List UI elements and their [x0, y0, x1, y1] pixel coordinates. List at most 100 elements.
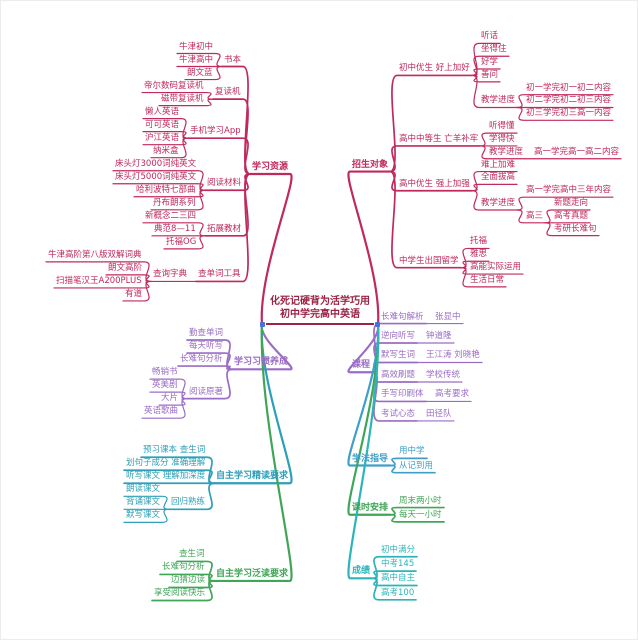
mindmap-node[interactable]: 考试心态 [381, 408, 416, 419]
mindmap-node[interactable]: 教学进度 [489, 146, 524, 157]
mindmap-node[interactable]: 高中自主 [381, 573, 416, 584]
mindmap-node[interactable]: 教学进度 [481, 95, 516, 106]
mindmap-node[interactable]: 英美剧 [152, 380, 178, 391]
mindmap-node[interactable]: 田径队 [426, 408, 452, 419]
mindmap-node[interactable]: 好学 [481, 57, 499, 68]
mindmap-node[interactable]: 从记到用 [399, 460, 434, 471]
mindmap-node[interactable]: 预习课本 查生词 [143, 445, 206, 456]
mindmap-node[interactable]: 拓展教材 [207, 223, 242, 234]
mindmap-node[interactable]: 典范8—11 [154, 223, 196, 234]
mindmap-node[interactable]: 初中优生 好上加好 [399, 63, 470, 74]
mindmap-node[interactable]: 扫描笔汉王A200PLUS [56, 275, 142, 286]
mindmap-node[interactable]: 周末两小时 [399, 495, 442, 506]
mindmap-node[interactable]: 高效刷题 [381, 369, 416, 380]
mindmap-node[interactable]: 长难句分析 [180, 354, 223, 365]
mindmap-node[interactable]: 高考100 [381, 587, 415, 598]
mindmap-node[interactable]: 每天听写 [189, 341, 224, 352]
mindmap-node[interactable]: 高能实际运用 [470, 262, 522, 273]
mindmap-node[interactable]: 托福OG [166, 236, 197, 247]
mindmap-node[interactable]: 高考真题 [554, 210, 589, 221]
mindmap-branch-label[interactable]: 自主学习泛读要求 [216, 568, 289, 579]
mindmap-node[interactable]: 回归熟练 [171, 497, 206, 508]
mindmap-node[interactable]: 书本 [224, 54, 242, 65]
mindmap-node[interactable]: 生活日常 [470, 274, 505, 285]
mindmap-node[interactable]: 难上加难 [481, 159, 516, 170]
mindmap-node[interactable]: 查单词工具 [198, 269, 241, 280]
mindmap-branch-label[interactable]: 学法指导 [352, 453, 389, 464]
mindmap-branch-label[interactable]: 课程 [352, 360, 371, 371]
mindmap-node[interactable]: 有道 [125, 288, 143, 299]
central-topic[interactable]: 化死记硬背为活学巧用 初中学完高中英语 [266, 294, 374, 325]
mindmap-node[interactable]: 大片 [161, 393, 179, 404]
mindmap-node[interactable]: 享受阅读快乐 [154, 588, 206, 599]
mindmap-node[interactable]: 复读机 [215, 87, 241, 98]
mindmap-branch-label[interactable]: 学习资源 [252, 161, 289, 172]
mindmap-node[interactable]: 查生词 [179, 549, 205, 560]
mindmap-node[interactable]: 全面拔高 [481, 172, 516, 183]
mindmap-node[interactable]: 托福 [470, 236, 488, 247]
mindmap-node[interactable]: 高考要求 [435, 389, 470, 400]
mindmap-node[interactable]: 坐得住 [481, 44, 507, 55]
mindmap-node[interactable]: 朗读课文 [126, 484, 161, 495]
mindmap-node[interactable]: 手机学习App [190, 126, 241, 137]
mindmap-node[interactable]: 纳米盒 [153, 145, 179, 156]
mindmap-node[interactable]: 逆向听写 [381, 331, 416, 342]
mindmap-node[interactable]: 高一学完高一高二内容 [534, 146, 620, 157]
mindmap-node[interactable]: 帝尔数码复读机 [144, 80, 204, 91]
mindmap-node[interactable]: 初一学完初一初二内容 [526, 82, 612, 93]
mindmap-node[interactable]: 王江涛 刘晓艳 [426, 350, 480, 361]
mindmap-node[interactable]: 初三学完初三高一内容 [526, 108, 612, 119]
mindmap-branch-label[interactable]: 招生对象 [352, 159, 389, 170]
mindmap-node[interactable]: 朗文蓝 [187, 67, 213, 78]
mindmap-node[interactable]: 朗文高阶 [108, 262, 143, 273]
mindmap-branch-label[interactable]: 自主学习精读要求 [216, 471, 289, 482]
mindmap-node[interactable]: 床头灯5000词纯英文 [115, 171, 197, 182]
mindmap-node[interactable]: 边猜边读 [171, 575, 206, 586]
mindmap-branch-label[interactable]: 学习习惯养成 [234, 357, 289, 368]
mindmap-node[interactable]: 手写印刷体 [381, 389, 424, 400]
mindmap-node[interactable]: 每天一小时 [399, 509, 442, 520]
mindmap-node[interactable]: 懒人英语 [145, 106, 180, 117]
mindmap-node[interactable]: 勤查单词 [189, 328, 224, 339]
mindmap-node[interactable]: 用中学 [399, 446, 425, 457]
mindmap-node[interactable]: 阅读材料 [207, 178, 242, 189]
mindmap-node[interactable]: 张显中 [435, 311, 461, 322]
mindmap-node[interactable]: 高三 [526, 210, 544, 221]
mindmap-node[interactable]: 高中优生 强上加强 [399, 178, 470, 189]
mindmap-node[interactable]: 哈利波特七部曲 [136, 184, 196, 195]
mindmap-node[interactable]: 教学进度 [481, 197, 516, 208]
mindmap-node[interactable]: 听话 [481, 31, 499, 42]
mindmap-node[interactable]: 查询字典 [153, 269, 188, 280]
mindmap-node[interactable]: 听写课文 理解加深度 [126, 471, 206, 482]
mindmap-node[interactable]: 听得懂 [489, 121, 515, 132]
mindmap-node[interactable]: 新题走向 [554, 197, 589, 208]
mindmap-node[interactable]: 雅思 [470, 249, 488, 260]
mindmap-node[interactable]: 初中满分 [381, 544, 416, 555]
mindmap-node[interactable]: 考研长难句 [554, 223, 597, 234]
mindmap-node[interactable]: 初二学完初二初三内容 [526, 95, 612, 106]
mindmap-node[interactable]: 默写课文 [126, 510, 161, 521]
mindmap-node[interactable]: 长难句解析 [381, 311, 424, 322]
mindmap-node[interactable]: 高一学完高中三年内容 [526, 185, 612, 196]
mindmap-node[interactable]: 阅读原著 [189, 386, 224, 397]
mindmap-node[interactable]: 可可英语 [145, 119, 180, 130]
mindmap-node[interactable]: 中学生出国留学 [399, 255, 459, 266]
mindmap-node[interactable]: 背诵课文 [126, 497, 161, 508]
mindmap-node[interactable]: 新概念二三四 [145, 210, 197, 221]
mindmap-node[interactable]: 磁带复读机 [161, 93, 204, 104]
mindmap-node[interactable]: 钟道隆 [426, 331, 452, 342]
mindmap-node[interactable]: 学得快 [489, 133, 515, 144]
mindmap-branch-label[interactable]: 课时安排 [352, 502, 389, 513]
mindmap-node[interactable]: 牛津高阶第八版双解词典 [48, 249, 142, 260]
mindmap-node[interactable]: 中考145 [381, 559, 415, 570]
mindmap-branch-label[interactable]: 成绩 [352, 566, 371, 577]
mindmap-node[interactable]: 牛津高中 [179, 54, 214, 65]
mindmap-node[interactable]: 沪江英语 [145, 132, 180, 143]
mindmap-node[interactable]: 划句子成分 准确理解 [126, 458, 206, 469]
mindmap-node[interactable]: 高中中等生 亡羊补牢 [399, 133, 479, 144]
mindmap-node[interactable]: 学校传统 [426, 369, 461, 380]
mindmap-node[interactable]: 英语歌曲 [144, 406, 179, 417]
mindmap-node[interactable]: 牛津初中 [179, 41, 214, 52]
mindmap-node[interactable]: 善问 [481, 69, 499, 80]
mindmap-node[interactable]: 丹布朗系列 [153, 197, 196, 208]
